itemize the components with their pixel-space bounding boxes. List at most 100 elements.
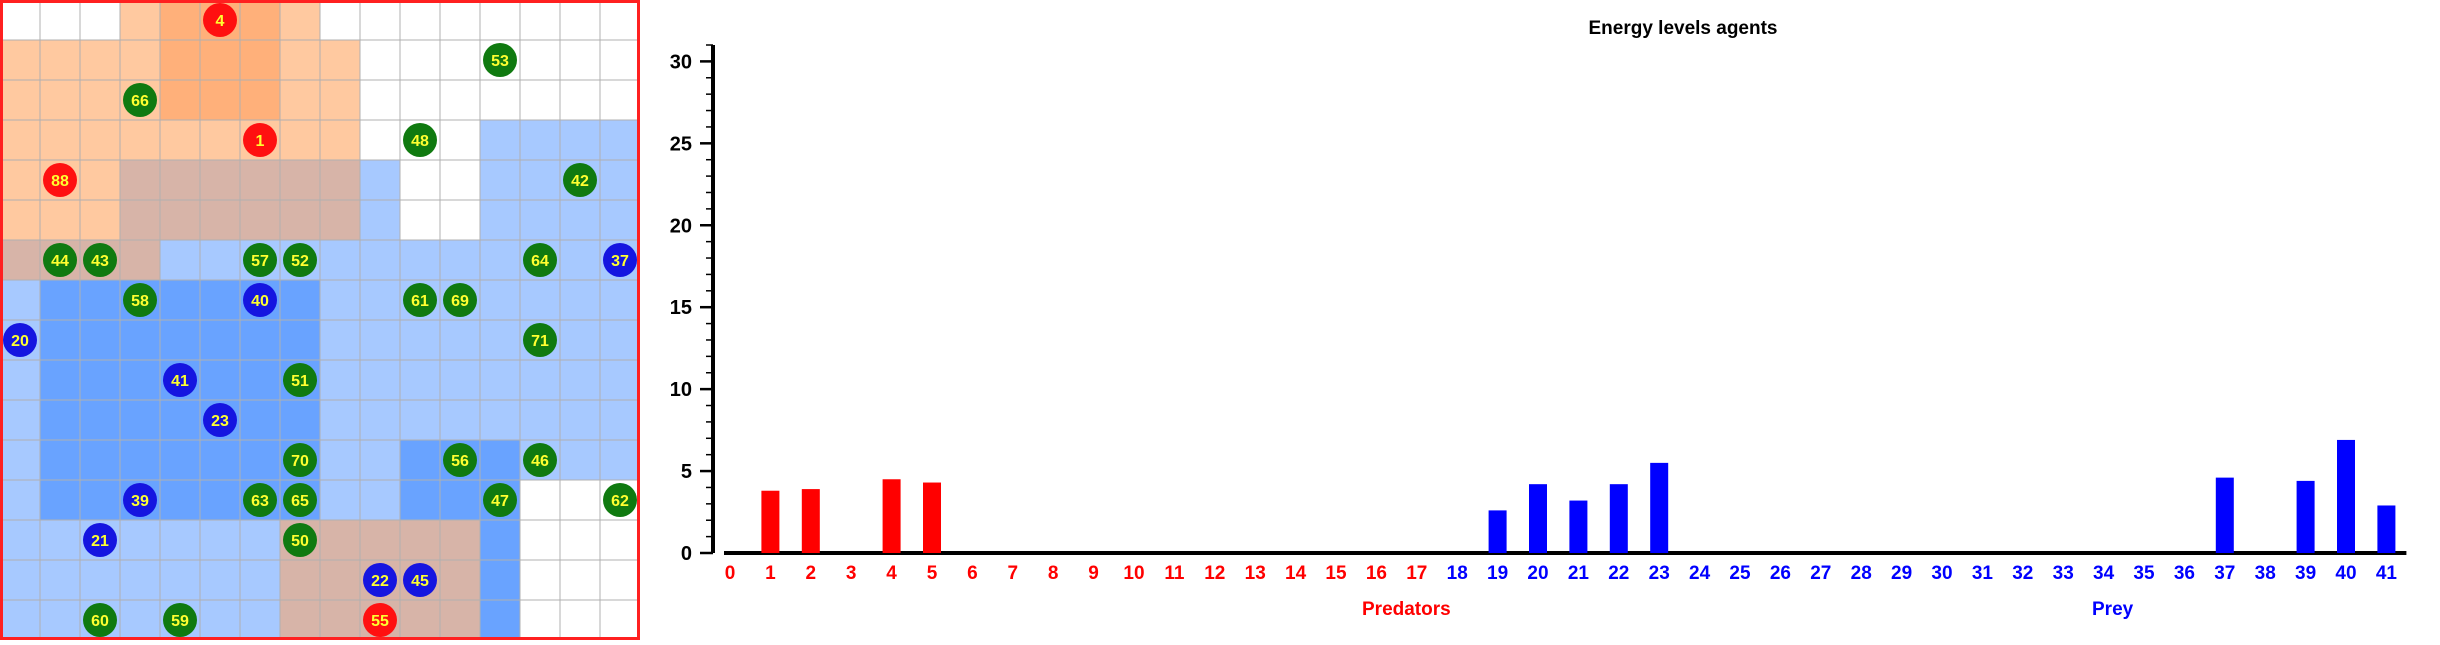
x-tick-label: 41 — [2376, 563, 2398, 584]
agent-marker — [403, 563, 437, 597]
agent-label: 45 — [411, 573, 429, 590]
agent-marker — [283, 243, 317, 277]
bar-agent-20 — [1529, 484, 1547, 553]
x-tick-label: 3 — [846, 563, 857, 584]
energy-bar-chart: Energy levels agents Predators Prey 0510… — [670, 18, 2407, 620]
agent-marker — [43, 243, 77, 277]
agent-marker — [163, 603, 197, 637]
y-tick-label: 15 — [670, 297, 692, 319]
energy-chart-panel: Energy levels agents Predators Prey 0 5 10… — [640, 0, 2440, 640]
agent-food: 42 — [563, 163, 597, 197]
agent-food: 62 — [603, 483, 637, 517]
x-tick-label: 17 — [1406, 563, 1427, 584]
agent-food: 47 — [483, 483, 517, 517]
x-tick-label: 1 — [765, 563, 776, 584]
agent-marker — [283, 523, 317, 557]
agent-prey: 39 — [123, 483, 157, 517]
x-tick-label: 12 — [1204, 563, 1225, 584]
agent-label: 66 — [131, 93, 149, 110]
agent-food: 48 — [403, 123, 437, 157]
x-tick-label: 4 — [886, 563, 897, 584]
agent-food: 60 — [83, 603, 117, 637]
agent-label: 42 — [571, 173, 589, 190]
agent-food: 56 — [443, 443, 477, 477]
agent-marker — [123, 283, 157, 317]
agent-label: 37 — [611, 253, 629, 270]
bar-agent-41 — [2377, 505, 2396, 553]
x-tick-label: 7 — [1008, 563, 1019, 584]
simulation-grid: 4 53 66 1 48 88 42 44 43 57 52 64 37 58 40 61 69 20 71 41 51… — [0, 0, 641, 641]
x-tick-label: 29 — [1891, 563, 1912, 584]
x-tick-label: 36 — [2174, 563, 2195, 584]
agent-predator: 55 — [363, 603, 397, 637]
grid-lines — [0, 0, 641, 641]
agent-label: 48 — [411, 133, 429, 150]
agent-food: 64 — [523, 243, 557, 277]
agent-marker — [243, 243, 277, 277]
bar-agent-1 — [761, 490, 780, 553]
x-tick-label: 26 — [1770, 563, 1791, 584]
bar-agent-23 — [1650, 462, 1669, 553]
agent-label: 41 — [171, 373, 189, 390]
agent-label: 44 — [51, 253, 69, 270]
x-tick-label: 15 — [1325, 563, 1347, 584]
agent-food: 58 — [123, 283, 157, 317]
agent-label: 52 — [291, 253, 309, 270]
agent-marker — [243, 283, 277, 317]
agent-prey: 23 — [203, 403, 237, 437]
agent-marker — [83, 603, 117, 637]
agent-label: 60 — [91, 613, 109, 630]
agent-food: 46 — [523, 443, 557, 477]
bar-agent-37 — [2215, 477, 2234, 553]
x-tick-label: 30 — [1931, 563, 1952, 584]
agent-food: 51 — [283, 363, 317, 397]
agent-label: 20 — [11, 333, 29, 350]
x-tick-label: 21 — [1568, 563, 1590, 584]
agent-food: 65 — [283, 483, 317, 517]
agent-prey: 40 — [243, 283, 277, 317]
agent-label: 23 — [211, 413, 229, 430]
y-tick-label: 20 — [670, 215, 692, 237]
x-tick-label: 28 — [1851, 563, 1872, 584]
agent-food: 44 — [43, 243, 77, 277]
agent-marker — [523, 443, 557, 477]
agent-marker — [523, 243, 557, 277]
agent-predator: 1 — [243, 123, 277, 157]
agent-marker — [483, 43, 517, 77]
legend-predators: Predators — [1362, 599, 1451, 620]
agent-marker — [363, 603, 397, 637]
agent-marker — [483, 483, 517, 517]
agent-label: 39 — [131, 493, 149, 510]
x-tick-label: 13 — [1245, 563, 1266, 584]
agent-marker — [243, 123, 277, 157]
agent-marker — [203, 3, 237, 37]
agent-label: 21 — [91, 533, 109, 550]
x-tick-label: 20 — [1527, 563, 1548, 584]
grid-border — [0, 0, 640, 640]
y-tick-label: 10 — [670, 379, 692, 401]
agent-food: 61 — [403, 283, 437, 317]
agent-marker — [443, 283, 477, 317]
agent-label: 70 — [291, 453, 309, 470]
x-tick-label: 16 — [1366, 563, 1387, 584]
agent-label: 57 — [251, 253, 269, 270]
agent-marker — [283, 483, 317, 517]
agent-label: 53 — [491, 53, 509, 70]
agent-marker — [283, 363, 317, 397]
agent-label: 63 — [251, 493, 269, 510]
simulation-grid-panel: 4 53 66 1 48 88 42 44 43 57 52 64 37 58 40 61 69 20 71 41 51… — [0, 0, 641, 641]
x-tick-label: 35 — [2133, 563, 2155, 584]
y-tick-label: 25 — [670, 133, 692, 155]
agent-marker — [163, 363, 197, 397]
agent-label: 4 — [216, 13, 225, 30]
bar-agent-40 — [2337, 439, 2355, 553]
bar-agent-22 — [1609, 484, 1628, 553]
bar-agent-5 — [923, 482, 941, 553]
agent-marker — [3, 323, 37, 357]
agent-prey: 37 — [603, 243, 637, 277]
agent-label: 46 — [531, 453, 549, 470]
x-tick-label: 0 — [725, 563, 736, 584]
agent-marker — [443, 443, 477, 477]
x-tick-label: 8 — [1048, 563, 1059, 584]
x-tick-label: 40 — [2335, 563, 2356, 584]
